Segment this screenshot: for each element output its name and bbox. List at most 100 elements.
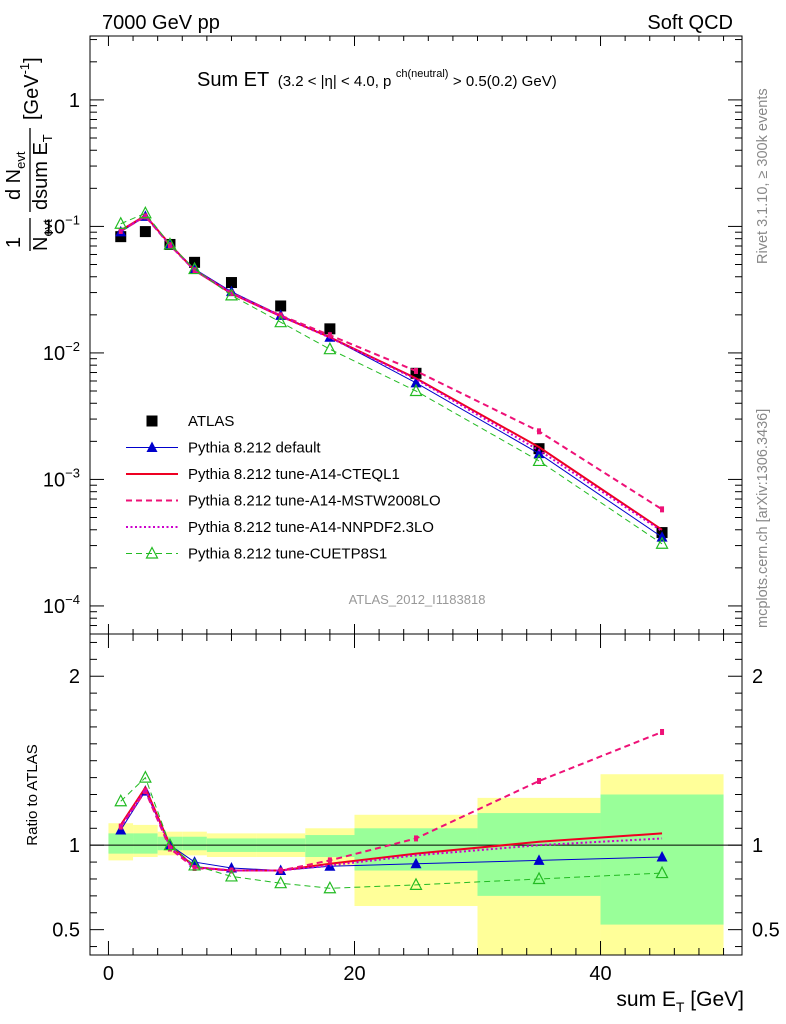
main-ylabel: 1 Nevt d Nevt dsum ET [GeV-1] xyxy=(3,57,55,251)
legend-entry: Pythia 8.212 tune-A14-NNPDF2.3LO xyxy=(126,519,434,536)
main-title: Sum ET (3.2 < |η| < 4.0, p ch(neutral) >… xyxy=(197,64,557,91)
main-data-point xyxy=(115,231,127,243)
rivet-label: Rivet 3.1.10, ≥ 300k events xyxy=(755,88,771,264)
main-series-pythia-8-212-tune-cuetp8s1 xyxy=(114,205,669,549)
ratio-series-line xyxy=(119,785,663,872)
main-series-line xyxy=(120,215,663,538)
main-data-point xyxy=(660,506,665,513)
ylabel-frac2-den: dsum ET xyxy=(30,134,55,210)
ratio-series-pythia-8-212-tune-a14-nnpdf2-3lo xyxy=(119,787,663,872)
ratio-series-line xyxy=(119,787,663,872)
ratio-ytick-label: 2 xyxy=(69,666,80,688)
ratio-data-point xyxy=(532,871,546,885)
ratio-data-point xyxy=(163,837,177,851)
legend-label: Pythia 8.212 tune-A14-NNPDF2.3LO xyxy=(188,519,434,536)
main-series-line xyxy=(120,212,663,545)
legend-label: Pythia 8.212 default xyxy=(188,440,321,457)
legend-marker xyxy=(146,441,158,452)
main-data-point xyxy=(410,376,422,388)
ratio-data-point xyxy=(410,857,422,869)
ylabel-frac2-num: d Nevt xyxy=(3,151,28,200)
ylabel-frac1-num: 1 xyxy=(3,237,25,248)
category-label: Soft QCD xyxy=(647,12,733,34)
ratio-ytick-label-right: 0.5 xyxy=(752,920,780,942)
main-data-point xyxy=(533,447,545,459)
main-data-point xyxy=(224,288,238,301)
main-data-point xyxy=(275,300,287,312)
uncertainty-band-green xyxy=(108,833,134,854)
main-data-point xyxy=(225,277,237,289)
ratio-data-point xyxy=(138,770,152,783)
main-data-point xyxy=(414,367,418,374)
xtick-label: 0 xyxy=(103,963,114,985)
main-data-point xyxy=(323,341,337,355)
ratio-data-point xyxy=(274,875,288,889)
main-panel: 1 10−1 10−2 10−3 10−4 xyxy=(43,35,743,635)
x-axis-label: sum ET [GeV] xyxy=(616,988,744,1015)
ratio-data-point xyxy=(537,777,542,784)
main-series-pythia-8-212-tune-a14-nnpdf2-3lo xyxy=(120,214,663,532)
title-tail: > 0.5(0.2) GeV) xyxy=(453,73,557,90)
ratio-ylabel: Ratio to ATLAS xyxy=(24,744,41,845)
main-data-point xyxy=(114,216,128,229)
ratio-ytick-label: 1 xyxy=(69,835,80,857)
main-ytick-label: 10−4 xyxy=(43,592,80,618)
main-ytick-label: 1 xyxy=(69,90,80,112)
legend-label: ATLAS xyxy=(188,413,234,430)
ratio-data-point xyxy=(533,854,545,865)
title-main: Sum ET xyxy=(197,69,269,91)
legend-entry: Pythia 8.212 default xyxy=(126,440,321,457)
energy-label: 7000 GeV pp xyxy=(102,12,220,34)
title-sup: ch(neutral) xyxy=(396,68,449,80)
main-data-point xyxy=(409,383,423,397)
legend-label: Pythia 8.212 tune-CUETP8S1 xyxy=(188,546,387,563)
main-data-point xyxy=(655,536,669,549)
legend-label: Pythia 8.212 tune-A14-MSTW2008LO xyxy=(188,493,441,510)
ratio-panel: 0.5 0.51 12 20 20 40 xyxy=(52,633,780,985)
ratio-data-point xyxy=(167,845,172,852)
main-data-point xyxy=(656,531,668,542)
ratio-data-point xyxy=(655,865,669,879)
legend-entry: Pythia 8.212 tune-CUETP8S1 xyxy=(126,546,387,563)
xtick-label: 40 xyxy=(589,963,611,985)
main-frame xyxy=(89,35,743,635)
ratio-series-line xyxy=(120,776,663,889)
ratio-series-pythia-8-212-tune-cuetp8s1 xyxy=(114,770,669,894)
xtick-label: 20 xyxy=(343,963,365,985)
main-data-point xyxy=(537,428,542,435)
main-data-point xyxy=(163,237,177,250)
main-data-point xyxy=(274,314,288,328)
ratio-data-point xyxy=(114,793,128,807)
legend-marker xyxy=(146,415,158,427)
ratio-data-point xyxy=(327,857,332,864)
uncertainty-band-green xyxy=(133,833,158,854)
main-data-point xyxy=(138,205,152,219)
ratio-data-point xyxy=(192,864,197,871)
main-ytick-label: 10−1 xyxy=(43,212,80,238)
ylabel-unit: [GeV-1] xyxy=(17,57,43,120)
ratio-ytick-label-right: 2 xyxy=(752,666,763,688)
ratio-data-point xyxy=(660,728,665,735)
uncertainty-band-green xyxy=(182,836,207,851)
ratio-data-point xyxy=(414,835,418,842)
main-data-point xyxy=(532,453,546,467)
main-data-point xyxy=(139,226,151,238)
legend-entry: ATLAS xyxy=(146,413,234,430)
main-data-point xyxy=(327,332,332,339)
analysis-label: ATLAS_2012_I1183818 xyxy=(349,592,486,607)
legend-label: Pythia 8.212 tune-A14-CTEQL1 xyxy=(188,466,400,483)
ratio-data-point xyxy=(409,877,423,890)
mcplots-label: mcplots.cern.ch [arXiv:1306.3436] xyxy=(755,409,771,628)
main-series-line xyxy=(120,214,663,532)
ratio-ytick-label: 0.5 xyxy=(52,920,80,942)
legend: ATLAS Pythia 8.212 default Pythia 8.212 tu… xyxy=(126,413,441,563)
main-data-point xyxy=(188,261,202,275)
legend-entry: Pythia 8.212 tune-A14-MSTW2008LO xyxy=(126,493,441,510)
main-data-point xyxy=(324,323,336,335)
title-sub: (3.2 < |η| < 4.0, p xyxy=(278,73,392,90)
legend-entry: Pythia 8.212 tune-A14-CTEQL1 xyxy=(126,466,400,483)
ratio-data-point xyxy=(188,858,202,871)
ratio-ytick-label-right: 1 xyxy=(752,835,763,857)
ratio-data-point xyxy=(323,880,337,894)
